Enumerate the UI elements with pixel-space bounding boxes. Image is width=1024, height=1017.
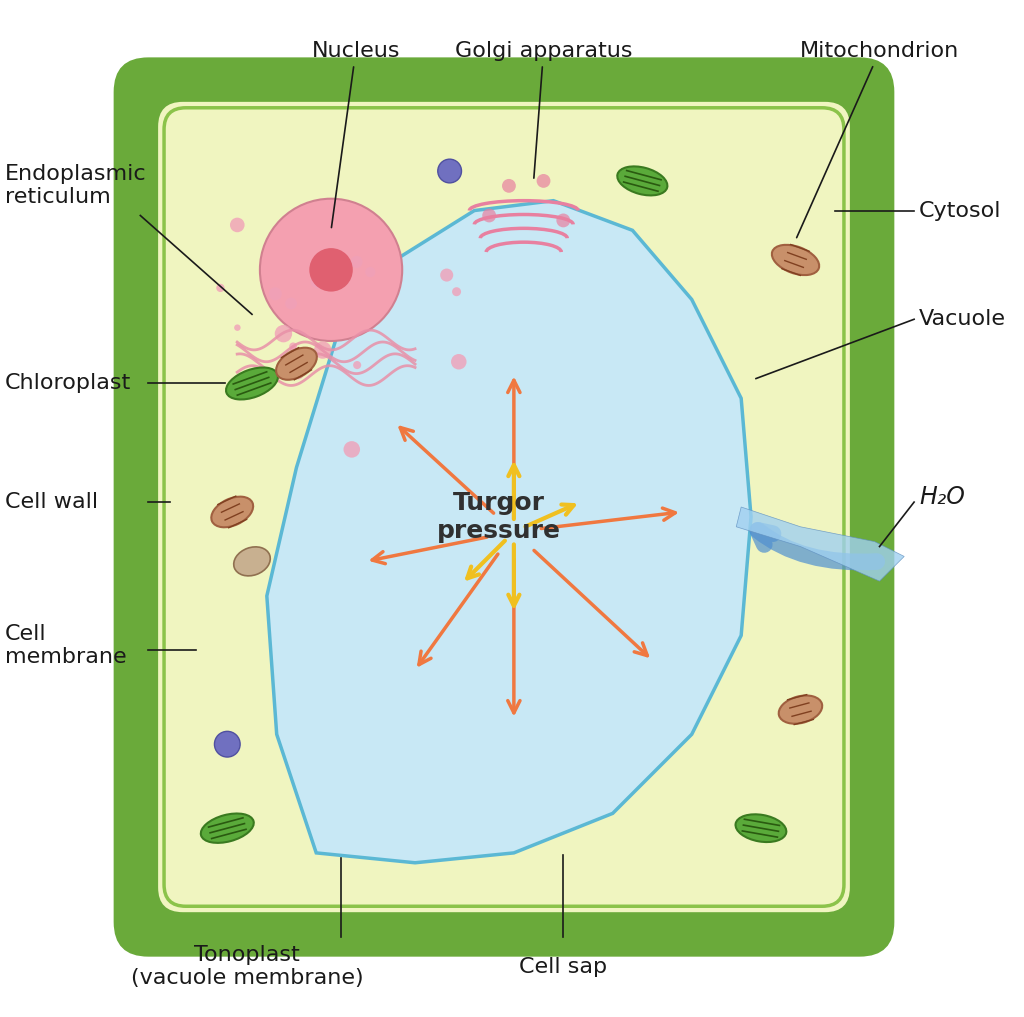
Circle shape [314, 342, 332, 359]
FancyArrowPatch shape [758, 530, 877, 562]
Ellipse shape [772, 245, 819, 275]
FancyBboxPatch shape [114, 57, 894, 957]
Text: Cell sap: Cell sap [519, 957, 607, 976]
Text: Tonoplast
(vacuole membrane): Tonoplast (vacuole membrane) [131, 945, 364, 989]
Circle shape [290, 346, 297, 353]
Text: Mitochondrion: Mitochondrion [797, 42, 959, 238]
Text: Turgor
pressure: Turgor pressure [437, 491, 561, 543]
Circle shape [343, 441, 360, 458]
Circle shape [309, 248, 353, 292]
Circle shape [350, 256, 362, 268]
Circle shape [451, 354, 467, 369]
Circle shape [440, 268, 454, 282]
Circle shape [366, 266, 376, 278]
Text: H₂O: H₂O [920, 485, 965, 510]
Circle shape [260, 198, 402, 341]
Circle shape [353, 361, 361, 369]
Circle shape [438, 160, 462, 183]
Circle shape [274, 325, 292, 343]
Text: Cell
membrane: Cell membrane [5, 623, 127, 667]
Circle shape [310, 275, 325, 289]
Circle shape [268, 287, 282, 300]
Circle shape [230, 218, 245, 232]
Text: Golgi apparatus: Golgi apparatus [455, 42, 632, 178]
Circle shape [234, 324, 241, 331]
Ellipse shape [226, 367, 278, 400]
Text: Cell wall: Cell wall [5, 492, 98, 513]
Circle shape [286, 298, 297, 309]
Ellipse shape [778, 696, 822, 724]
Circle shape [556, 214, 570, 228]
Ellipse shape [735, 815, 786, 842]
Circle shape [502, 179, 516, 193]
Circle shape [289, 343, 297, 350]
Circle shape [482, 208, 496, 223]
Polygon shape [267, 200, 751, 862]
Circle shape [292, 367, 304, 379]
Text: Chloroplast: Chloroplast [5, 373, 131, 394]
Text: Vacuole: Vacuole [920, 309, 1006, 330]
Ellipse shape [201, 814, 254, 843]
Ellipse shape [211, 496, 253, 527]
Circle shape [537, 174, 551, 188]
Polygon shape [736, 507, 904, 581]
Ellipse shape [276, 348, 316, 379]
FancyBboxPatch shape [158, 102, 850, 912]
Circle shape [452, 287, 461, 296]
Ellipse shape [233, 547, 270, 576]
Circle shape [216, 284, 224, 292]
Text: Cytosol: Cytosol [920, 200, 1001, 221]
Ellipse shape [617, 167, 668, 195]
Text: Endoplasmic
reticulum: Endoplasmic reticulum [5, 164, 146, 207]
Text: Nucleus: Nucleus [311, 42, 400, 228]
Circle shape [214, 731, 241, 757]
